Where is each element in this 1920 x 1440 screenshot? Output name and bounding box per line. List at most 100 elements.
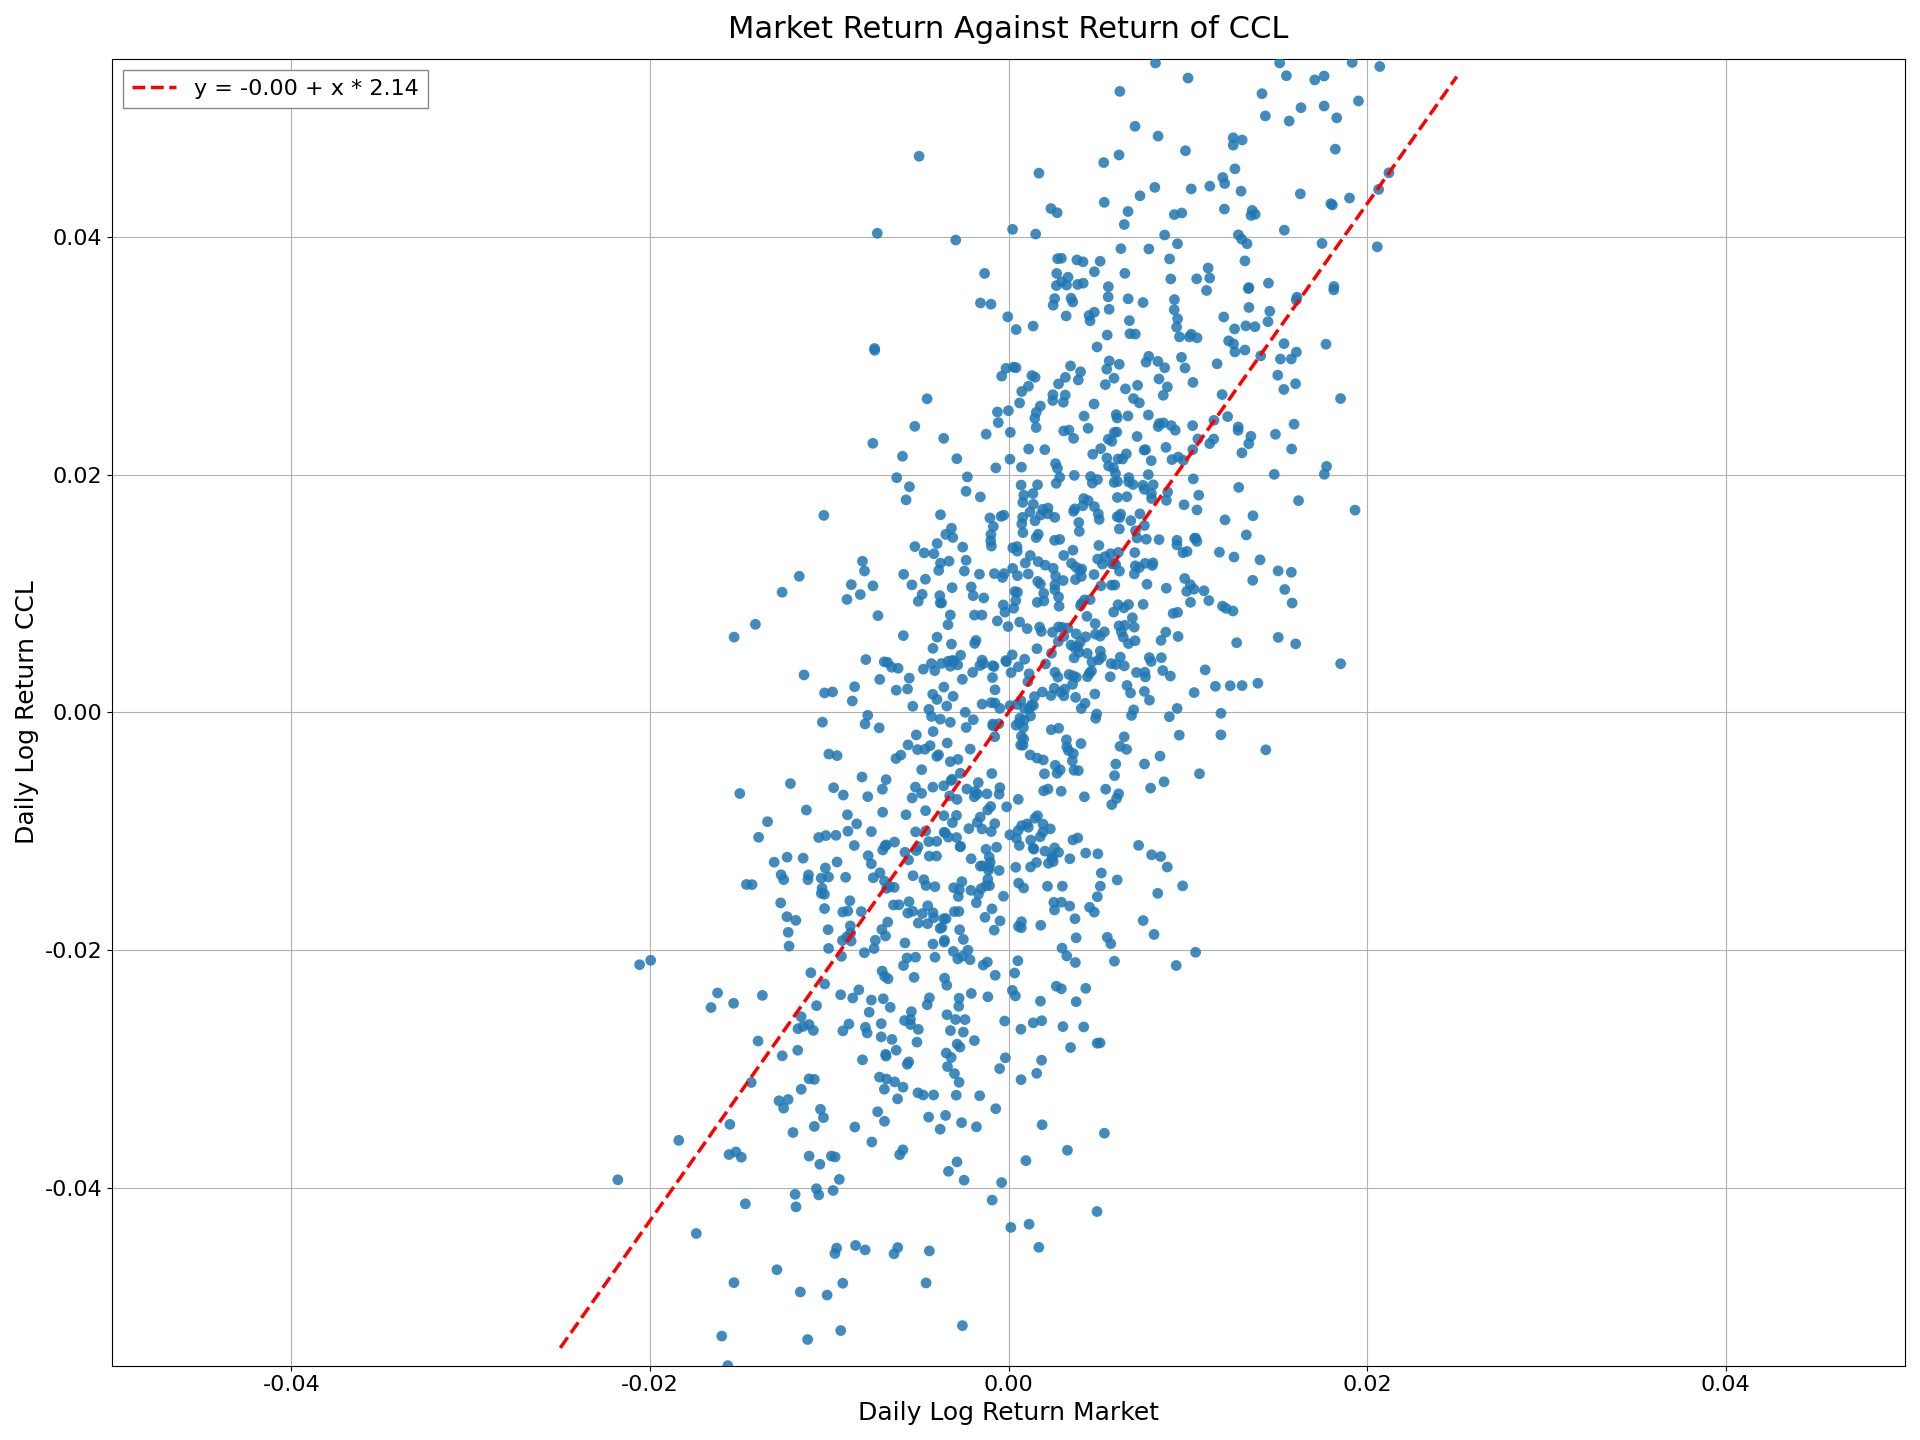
Point (1021, 804, 1052, 827)
Point (1052, 736, 1083, 759)
Point (1060, 907, 1091, 930)
Point (1098, 420, 1129, 444)
Point (864, 861, 895, 884)
Point (983, 713, 1014, 736)
Point (1190, 279, 1221, 302)
Point (975, 795, 1006, 818)
Point (785, 1077, 816, 1100)
Point (1085, 625, 1116, 648)
Point (1010, 1149, 1041, 1172)
Point (1117, 698, 1148, 721)
Point (839, 834, 870, 857)
Point (983, 410, 1014, 433)
Point (828, 900, 858, 923)
Point (918, 720, 948, 743)
Point (1006, 733, 1037, 756)
Point (1156, 664, 1187, 687)
Point (1043, 665, 1073, 688)
Point (624, 953, 655, 976)
Point (1029, 589, 1060, 612)
Point (1252, 310, 1283, 333)
Point (950, 716, 981, 739)
Point (1048, 1015, 1079, 1038)
Point (1238, 504, 1269, 527)
Point (1060, 569, 1091, 592)
Point (996, 557, 1027, 580)
Point (1027, 1113, 1058, 1136)
Point (1058, 539, 1089, 562)
Point (929, 675, 960, 698)
Point (1043, 373, 1073, 396)
Point (958, 661, 989, 684)
Point (828, 1272, 858, 1295)
Point (1000, 580, 1031, 603)
Point (1300, 68, 1331, 91)
Point (1131, 438, 1162, 461)
Point (914, 1240, 945, 1263)
Point (883, 657, 914, 680)
Point (1100, 652, 1131, 675)
Point (1018, 1011, 1048, 1034)
Point (998, 356, 1029, 379)
Point (1050, 304, 1081, 327)
Point (1002, 536, 1033, 559)
Point (781, 909, 812, 932)
Point (991, 651, 1021, 674)
Point (987, 566, 1018, 589)
Point (943, 948, 973, 971)
Point (1094, 543, 1125, 566)
Point (1041, 274, 1071, 297)
Point (966, 805, 996, 828)
Point (989, 562, 1020, 585)
Point (1223, 475, 1254, 498)
Point (1043, 202, 1073, 225)
Point (925, 503, 956, 526)
Point (806, 881, 837, 904)
Point (1012, 618, 1043, 641)
Point (1069, 625, 1100, 648)
Point (996, 644, 1027, 667)
Point (1361, 235, 1392, 258)
Point (1102, 868, 1133, 891)
Point (862, 605, 893, 628)
Point (1002, 693, 1033, 716)
Point (1194, 266, 1225, 289)
Point (943, 886, 973, 909)
Point (1212, 598, 1242, 621)
Point (1156, 268, 1187, 291)
Point (1052, 616, 1083, 639)
Point (822, 851, 852, 874)
Point (1025, 914, 1056, 937)
Point (879, 1243, 910, 1266)
Point (972, 838, 1002, 861)
Point (1092, 455, 1123, 478)
Point (1148, 660, 1179, 683)
Point (1098, 456, 1129, 480)
Point (1219, 546, 1250, 569)
Point (1129, 439, 1160, 462)
Point (820, 1241, 851, 1264)
Point (1037, 383, 1068, 406)
Point (1077, 471, 1108, 494)
Point (937, 649, 968, 672)
Point (1223, 419, 1254, 442)
Point (945, 919, 975, 942)
Point (870, 870, 900, 893)
Point (1102, 485, 1133, 508)
Point (816, 1145, 847, 1168)
Point (1129, 552, 1160, 575)
Point (893, 890, 924, 913)
Point (1079, 261, 1110, 284)
Point (1242, 671, 1273, 694)
Point (914, 845, 945, 868)
Point (1002, 819, 1033, 842)
Point (1060, 950, 1091, 973)
Point (1066, 631, 1096, 654)
Point (1311, 333, 1342, 356)
Point (1133, 238, 1164, 261)
Point (1210, 197, 1240, 220)
Point (920, 876, 950, 899)
Point (808, 681, 839, 704)
Point (897, 786, 927, 809)
Point (1104, 645, 1135, 668)
